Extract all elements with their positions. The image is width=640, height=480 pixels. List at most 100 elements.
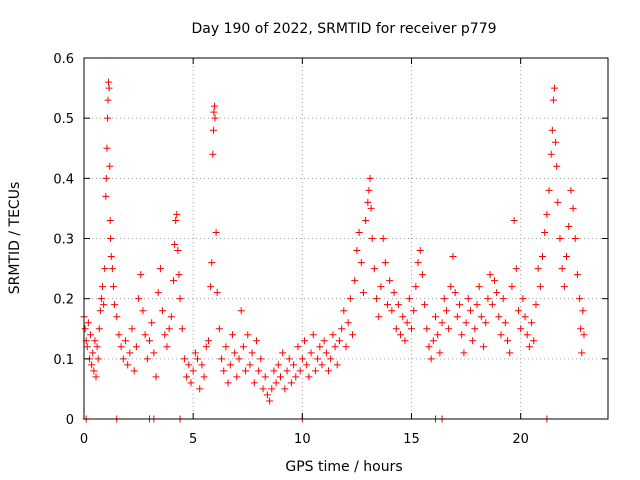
data-point [314, 355, 322, 363]
data-point [274, 361, 282, 369]
data-point [364, 198, 372, 206]
data-point [255, 367, 263, 375]
data-point [108, 265, 116, 273]
data-point [91, 337, 99, 345]
data-point [440, 295, 448, 303]
data-point [532, 301, 540, 309]
data-point [213, 289, 221, 297]
data-point [547, 150, 555, 158]
data-point [449, 253, 457, 261]
data-point [150, 349, 158, 357]
data-point [318, 361, 326, 369]
data-point [207, 283, 215, 291]
data-point [493, 289, 501, 297]
data-point [447, 283, 455, 291]
data-point [90, 367, 98, 375]
data-point [170, 277, 178, 285]
data-point [349, 331, 357, 339]
data-point [248, 349, 256, 357]
data-point [106, 216, 114, 224]
data-point [309, 331, 317, 339]
data-point [335, 337, 343, 345]
data-point [268, 385, 276, 393]
data-point [107, 235, 115, 242]
data-point [101, 265, 109, 273]
data-point [97, 295, 105, 303]
data-point [316, 343, 324, 351]
data-point [204, 337, 212, 345]
data-point [501, 319, 509, 327]
data-point [290, 361, 298, 369]
data-point [554, 198, 562, 206]
data-point [563, 253, 571, 261]
data-point [484, 295, 492, 303]
data-point [202, 343, 210, 351]
data-point [521, 313, 529, 321]
ticks-layer [83, 57, 608, 420]
data-point [517, 325, 525, 333]
data-point [233, 373, 241, 381]
data-point [210, 108, 218, 116]
data-point [189, 367, 197, 375]
data-point [432, 313, 440, 321]
data-point [475, 283, 483, 291]
data-point [567, 186, 575, 194]
data-point [486, 271, 494, 279]
x-tick-label: 15 [403, 432, 420, 447]
data-point [135, 295, 143, 303]
data-point [453, 313, 461, 321]
data-point [176, 295, 184, 303]
data-point [355, 228, 363, 236]
data-point [298, 355, 306, 363]
data-point [303, 361, 311, 369]
data-point [218, 355, 226, 363]
data-point [549, 96, 557, 104]
data-point [222, 343, 230, 351]
data-point [88, 361, 96, 369]
data-point [83, 343, 91, 351]
data-point [191, 349, 199, 357]
y-tick-label: 0.1 [53, 353, 74, 368]
data-point [510, 216, 518, 224]
data-point [95, 325, 103, 333]
data-point [333, 361, 341, 369]
data-point [174, 247, 182, 255]
data-point [405, 295, 413, 303]
data-point [344, 319, 352, 327]
data-point [283, 367, 291, 375]
data-point [237, 307, 245, 315]
data-point [94, 355, 102, 363]
data-point [416, 247, 424, 255]
data-point [285, 355, 293, 363]
data-point [322, 349, 330, 357]
data-point [141, 331, 149, 339]
y-tick-label: 0 [66, 413, 74, 428]
x-tick-label: 0 [80, 432, 88, 447]
data-point [346, 295, 354, 303]
data-point [418, 271, 426, 279]
data-point [386, 277, 394, 285]
data-point [257, 355, 265, 363]
data-point [545, 186, 553, 194]
data-point [261, 373, 269, 381]
data-point [113, 313, 121, 321]
data-point [499, 295, 507, 303]
data-point [103, 144, 111, 152]
data-point [401, 337, 409, 345]
data-point [84, 319, 92, 327]
data-point [277, 373, 284, 381]
data-point [488, 301, 496, 309]
data-point [471, 325, 479, 333]
data-point [370, 265, 378, 273]
data-point [209, 150, 217, 158]
data-point [530, 337, 538, 345]
data-point [504, 337, 512, 345]
data-point [143, 355, 151, 363]
data-point [167, 313, 175, 321]
data-point [442, 307, 450, 315]
data-point [126, 349, 134, 357]
data-point [342, 343, 350, 351]
data-point [560, 283, 568, 291]
data-point [270, 367, 278, 375]
x-tick-label: 10 [294, 432, 311, 447]
